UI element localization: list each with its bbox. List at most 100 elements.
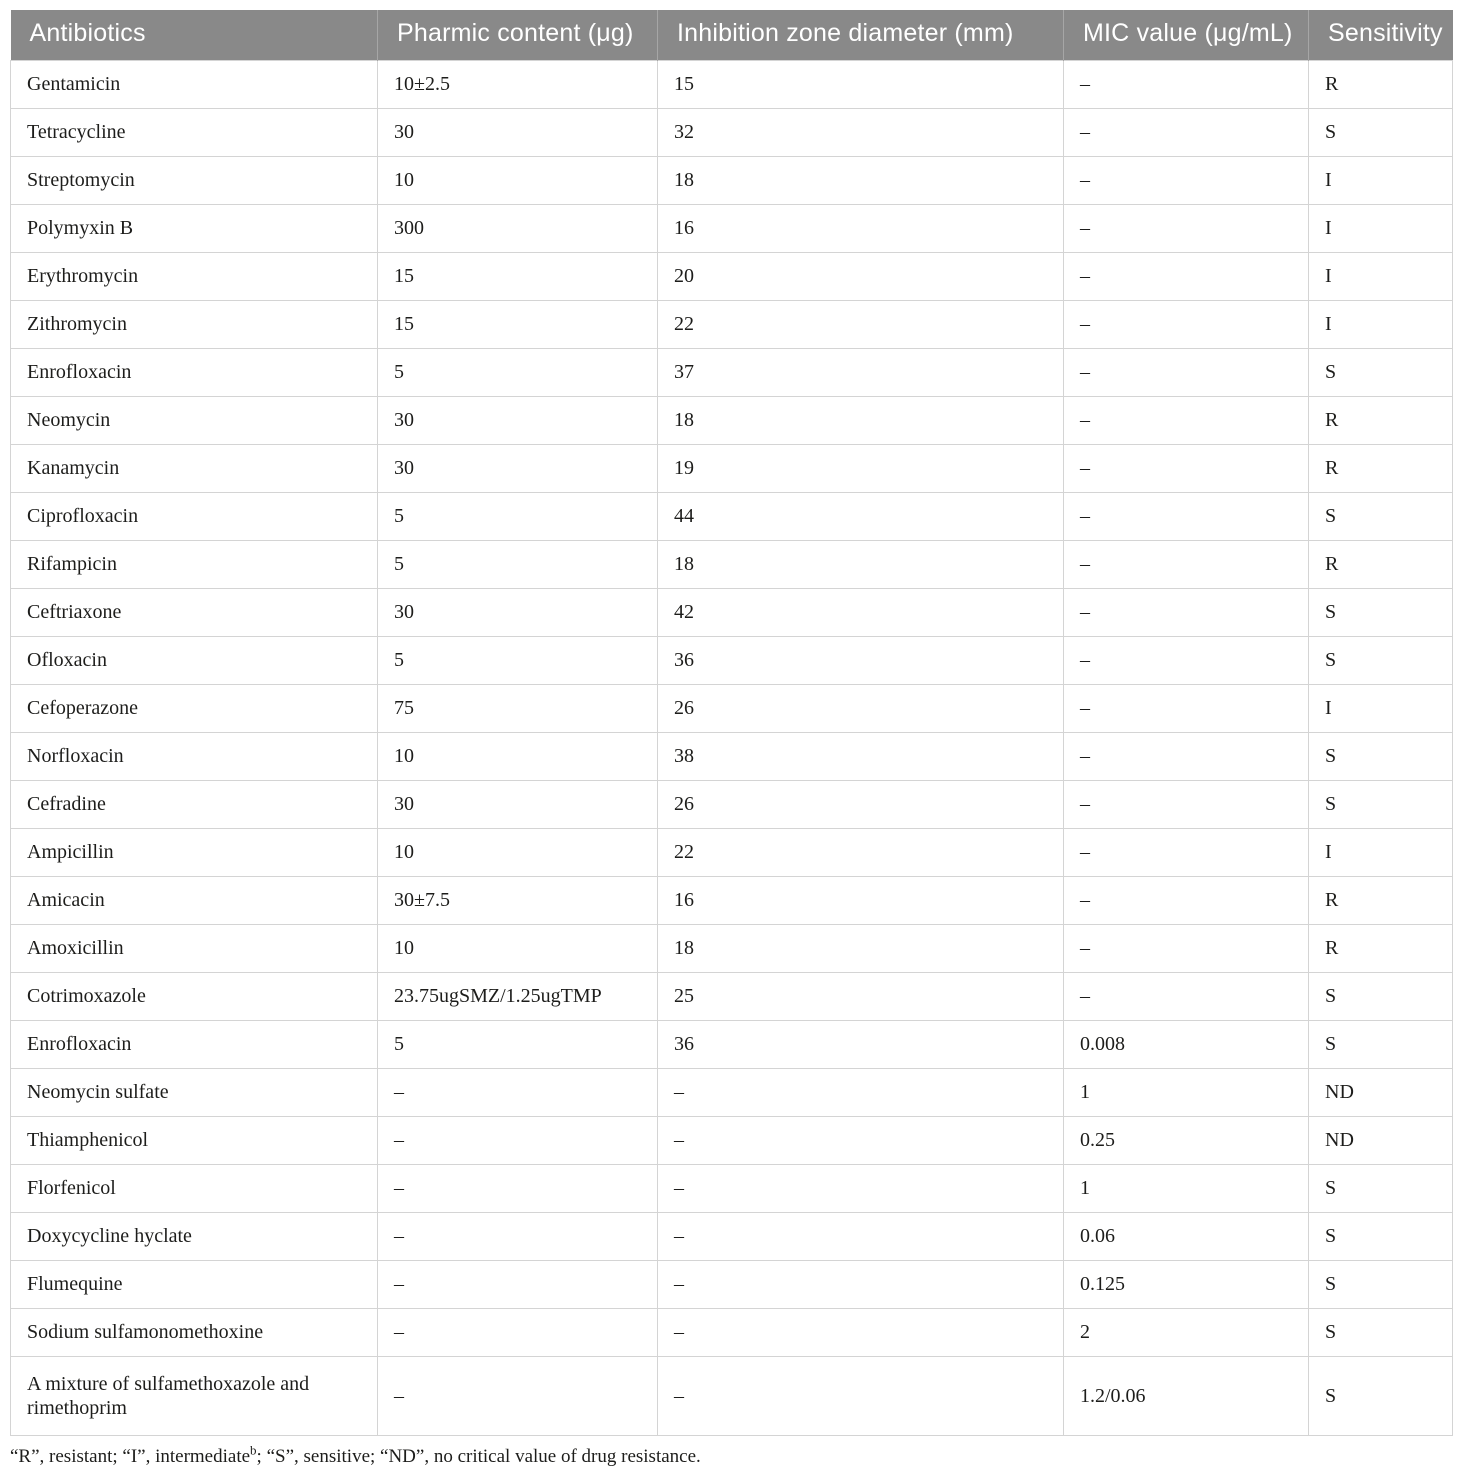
table-row: Ceftriaxone 30 42– S [10,587,1453,637]
table-cell: 5 [377,635,658,685]
table-cell: – [1063,107,1309,157]
table-cell: – [1063,635,1309,685]
table-cell: 42 [657,587,1064,637]
table-cell: – [1063,539,1309,589]
table-row: Erythromycin 15 20– I [10,251,1453,301]
table-cell: – [1063,875,1309,925]
table-cell: S [1308,1307,1453,1357]
table-row: Neomycin sulfate – –1 ND [10,1067,1453,1117]
column-header-mic-value: MIC value (μg/mL) [1063,10,1309,60]
table-cell: 0.008 [1063,1019,1309,1069]
table-cell: – [1063,155,1309,205]
table-cell: 300 [377,203,658,253]
table-row: Thiamphenicol – –0.25 ND [10,1115,1453,1165]
table-row: Zithromycin 15 22– I [10,299,1453,349]
footnote-superscript: b [250,1442,257,1458]
table-cell: 26 [657,779,1064,829]
table-cell: – [1063,59,1309,109]
table-cell: 38 [657,731,1064,781]
table-cell: 19 [657,443,1064,493]
table-cell: 30 [377,443,658,493]
table-cell: Thiamphenicol [10,1115,378,1165]
table-cell: R [1308,875,1453,925]
table-cell: 22 [657,827,1064,877]
table-row: Enrofloxacin 5 36 0.008 S [10,1019,1453,1069]
table-cell: – [1063,395,1309,445]
table-row: Ofloxacin 5 36– S [10,635,1453,685]
table-row: Ciprofloxacin 5 44– S [10,491,1453,541]
table-cell: 2 [1063,1307,1309,1357]
table-cell: 30 [377,779,658,829]
table-cell: Gentamicin [10,59,378,109]
column-header-sensitivity: Sensitivity [1308,10,1453,60]
table-row: Cefoperazone 75 26– I [10,683,1453,733]
table-row: Cotrimoxazole 23.75ugSMZ/1.25ugTMP 25– S [10,971,1453,1021]
table-cell: – [377,1163,658,1213]
table-cell: R [1308,443,1453,493]
table-row: Amoxicillin 10 18– R [10,923,1453,973]
table-cell: S [1308,1019,1453,1069]
table-cell: 36 [657,1019,1064,1069]
table-cell: – [657,1115,1064,1165]
table-cell: Sodium sulfamonomethoxine [10,1307,378,1357]
table-cell: 30 [377,587,658,637]
table-cell: – [657,1307,1064,1357]
table-cell: S [1308,779,1453,829]
table-row: Amicacin 30±7.5 16– R [10,875,1453,925]
table-cell: ND [1308,1115,1453,1165]
table-cell: Flumequine [10,1259,378,1309]
table-cell: Tetracycline [10,107,378,157]
table-cell: – [1063,827,1309,877]
table-row: Gentamicin 10±2.5 15– R [10,59,1453,109]
table-cell: 1.2/0.06 [1063,1355,1309,1436]
table-cell: S [1308,1211,1453,1261]
table-row: Rifampicin 5 18– R [10,539,1453,589]
table-cell: 26 [657,683,1064,733]
table-cell: 0.25 [1063,1115,1309,1165]
table-cell: – [377,1259,658,1309]
table-row: Enrofloxacin 5 37– S [10,347,1453,397]
table-cell: 30 [377,395,658,445]
table-row: Cefradine 30 26– S [10,779,1453,829]
table-footnote: “R”, resistant; “I”, intermediateb; “S”,… [10,1444,701,1470]
table-cell: Doxycycline hyclate [10,1211,378,1261]
table-cell: S [1308,347,1453,397]
table-cell: 10 [377,827,658,877]
table-cell: Erythromycin [10,251,378,301]
table-cell: R [1308,923,1453,973]
table-cell: S [1308,107,1453,157]
table-cell: – [1063,251,1309,301]
table-cell: Cefoperazone [10,683,378,733]
footnote-text: ; “S”, sensitive; “ND”, no critical valu… [256,1446,701,1467]
table-cell: 18 [657,155,1064,205]
table-cell: – [1063,731,1309,781]
table-cell: – [1063,923,1309,973]
table-cell: – [377,1067,658,1117]
table-body: Gentamicin 10±2.5 15– R Tetracycline 30 32– S St… [10,59,1453,1436]
table-cell: – [377,1115,658,1165]
table-cell: S [1308,635,1453,685]
table-cell: 30±7.5 [377,875,658,925]
table-cell: A mixture of sulfamethoxazole and rimeth… [10,1355,378,1436]
table-cell: – [1063,971,1309,1021]
table-cell: I [1308,251,1453,301]
column-header-antibiotics: Antibiotics [10,10,378,60]
table-cell: Zithromycin [10,299,378,349]
table-cell: 15 [657,59,1064,109]
table-cell: ND [1308,1067,1453,1117]
antibiotic-sensitivity-table: Antibiotics Pharmic content (μg) Inhibitio… [10,10,1453,1436]
table-cell: 20 [657,251,1064,301]
table-cell: R [1308,395,1453,445]
table-cell: – [1063,587,1309,637]
table-cell: Ampicillin [10,827,378,877]
table-cell: 30 [377,107,658,157]
table-cell: – [1063,347,1309,397]
table-cell: – [1063,203,1309,253]
table-cell: 10 [377,731,658,781]
table-row: A mixture of sulfamethoxazole and rimeth… [10,1355,1453,1436]
table-cell: 5 [377,347,658,397]
table-cell: S [1308,1355,1453,1436]
table-cell: Enrofloxacin [10,1019,378,1069]
table-cell: 16 [657,203,1064,253]
table-cell: Florfenicol [10,1163,378,1213]
